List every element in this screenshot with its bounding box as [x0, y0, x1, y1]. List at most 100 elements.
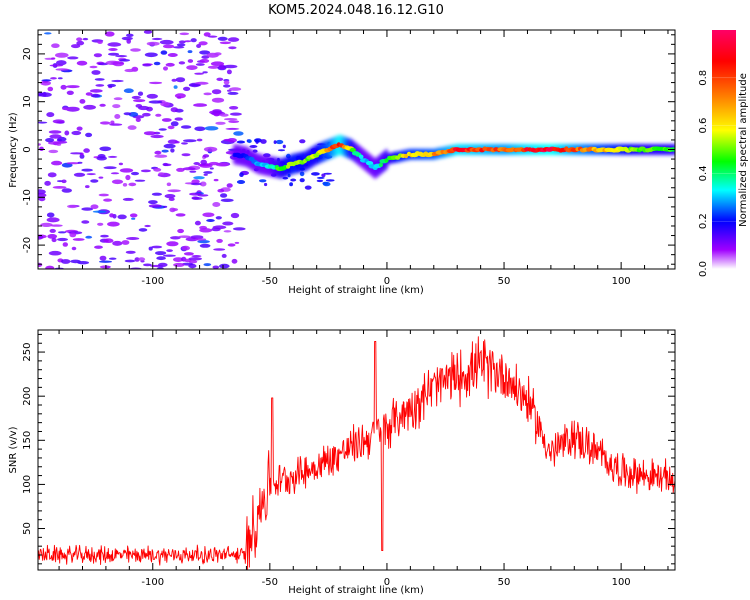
noise-speckle	[90, 93, 101, 98]
noise-speckle	[231, 258, 238, 264]
noise-speckle	[216, 77, 224, 82]
noise-speckle	[89, 65, 98, 69]
noise-speckle	[167, 125, 175, 130]
noise-speckle	[161, 118, 172, 122]
noise-speckle	[129, 213, 138, 218]
noise-speckle	[177, 228, 185, 234]
noise-speckle	[199, 58, 210, 63]
noise-speckle	[173, 262, 185, 267]
noise-speckle	[163, 163, 172, 167]
noise-speckle	[247, 139, 252, 144]
noise-speckle	[229, 112, 242, 116]
noise-speckle	[226, 69, 232, 75]
noise-speckle	[166, 182, 172, 187]
noise-speckle	[216, 238, 223, 243]
noise-speckle	[44, 32, 52, 35]
noise-speckle	[118, 162, 123, 166]
noise-speckle	[82, 37, 89, 41]
noise-speckle	[249, 145, 258, 148]
noise-speckle	[215, 216, 222, 220]
noise-speckle	[40, 222, 53, 227]
noise-speckle	[217, 188, 225, 193]
noise-speckle	[173, 85, 178, 89]
noise-speckle	[199, 50, 211, 55]
noise-speckle	[133, 99, 146, 103]
noise-speckle	[173, 257, 184, 262]
noise-speckle	[55, 68, 69, 71]
noise-speckle	[142, 112, 151, 117]
noise-speckle	[211, 89, 222, 95]
noise-speckle	[108, 48, 118, 51]
noise-speckle	[108, 257, 117, 260]
noise-speckle	[67, 204, 78, 209]
x-tick-label: -100	[141, 276, 164, 287]
noise-speckle	[108, 52, 120, 56]
noise-speckle	[289, 182, 293, 187]
noise-speckle	[200, 159, 207, 165]
noise-speckle	[198, 41, 208, 46]
noise-speckle	[131, 95, 141, 100]
noise-speckle	[83, 148, 90, 153]
noise-speckle	[119, 168, 134, 173]
noise-speckle	[304, 185, 312, 190]
noise-speckle	[259, 179, 267, 183]
noise-speckle	[184, 40, 192, 43]
noise-speckle	[107, 42, 122, 47]
noise-speckle	[128, 182, 137, 187]
noise-speckle	[112, 240, 123, 246]
noise-speckle	[167, 189, 181, 193]
noise-speckle	[299, 178, 305, 183]
noise-speckle	[260, 139, 267, 144]
noise-speckle	[99, 255, 107, 261]
noise-speckle	[167, 53, 178, 57]
noise-speckle	[188, 263, 197, 269]
noise-speckle	[236, 180, 246, 184]
noise-speckle	[158, 128, 167, 131]
snr-x-axis-label: Height of straight line (km)	[288, 585, 424, 596]
noise-speckle	[179, 32, 190, 36]
noise-speckle	[48, 141, 61, 145]
noise-speckle	[144, 224, 151, 228]
x-tick-label: 50	[498, 577, 511, 588]
noise-speckle	[41, 79, 52, 82]
noise-speckle	[98, 193, 110, 197]
noise-speckle	[212, 265, 220, 269]
noise-speckle	[189, 170, 197, 173]
noise-speckle	[213, 178, 219, 182]
noise-speckle	[38, 91, 43, 97]
noise-speckle	[131, 217, 136, 220]
noise-speckle	[81, 168, 93, 172]
noise-speckle	[143, 263, 152, 267]
noise-speckle	[321, 173, 326, 178]
noise-speckle	[38, 143, 41, 146]
noise-speckle	[181, 142, 188, 145]
x-tick-label: 50	[498, 276, 511, 287]
noise-speckle	[163, 254, 176, 257]
noise-speckle	[144, 52, 158, 58]
noise-speckle	[79, 99, 86, 104]
noise-speckle	[228, 46, 237, 50]
noise-speckle	[85, 132, 93, 138]
noise-speckle	[161, 149, 169, 153]
noise-speckle	[203, 173, 208, 176]
x-tick-label: 0	[384, 276, 390, 287]
snr-panel: -100 -50 0 50 100 50 100 150 200 250 Height of st…	[8, 329, 676, 596]
noise-speckle	[155, 251, 167, 256]
noise-speckle	[86, 173, 96, 176]
noise-speckle	[99, 260, 112, 263]
noise-speckle	[127, 125, 137, 130]
noise-speckle	[234, 241, 240, 244]
noise-speckle	[124, 259, 136, 263]
noise-speckle	[323, 172, 333, 175]
noise-speckle	[115, 55, 128, 58]
noise-speckle	[170, 236, 181, 240]
noise-speckle	[190, 38, 197, 43]
noise-speckle	[76, 40, 85, 46]
noise-speckle	[229, 106, 239, 110]
noise-speckle	[218, 64, 226, 70]
noise-speckle	[97, 40, 103, 44]
noise-speckle	[163, 66, 168, 71]
noise-speckle	[73, 172, 86, 177]
noise-speckle	[209, 167, 214, 170]
colorbar-tick-label: 0.8	[698, 70, 709, 86]
